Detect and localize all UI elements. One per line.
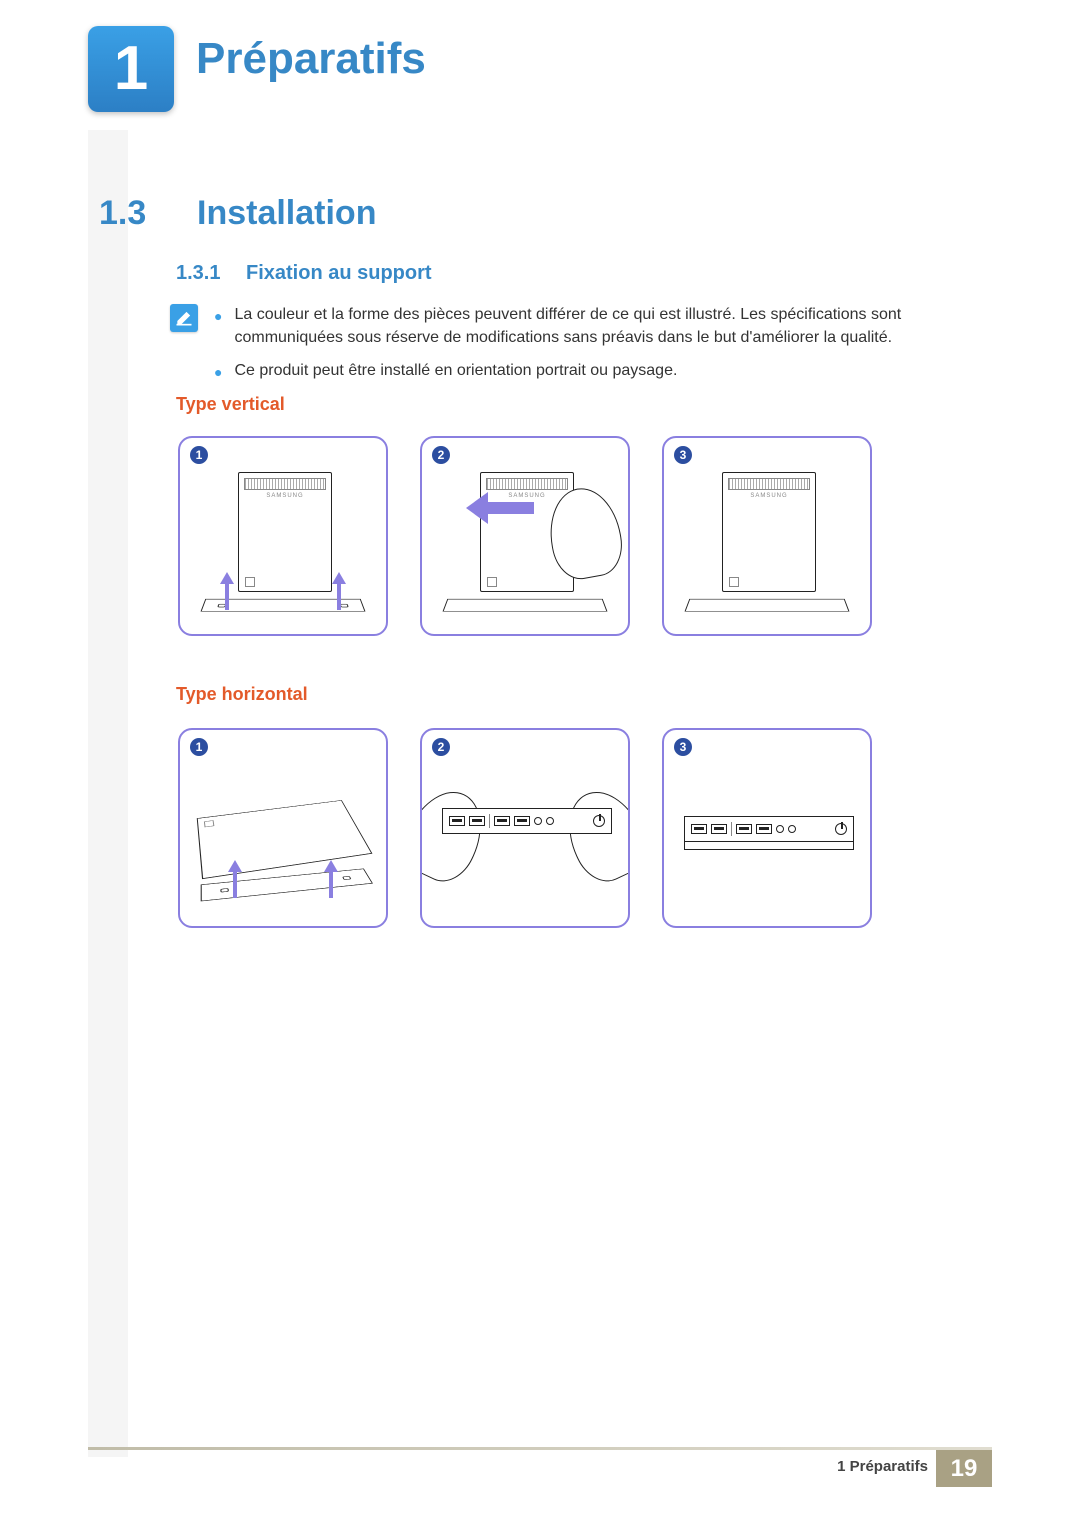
note-bullet: ● La couleur et la forme des pièces peuv… (214, 303, 990, 349)
section-title: Installation (197, 194, 376, 233)
chapter-number: 1 (114, 38, 148, 100)
figure-panel: 2 SAMSUNG (420, 436, 630, 636)
audio-jack-icon (776, 825, 784, 833)
note-bullet-text: Ce produit peut être installé en orienta… (234, 359, 677, 382)
panel-number-badge: 2 (432, 738, 450, 756)
section-number: 1.3 (99, 194, 146, 233)
power-button-icon (835, 823, 847, 835)
figure-row-vertical: 1 SAMSUNG 2 SAMSUNG (178, 436, 878, 636)
note-bullet: ● Ce produit peut être installé en orien… (214, 359, 990, 382)
chapter-tab: 1 (88, 26, 174, 112)
side-strip (88, 130, 128, 1457)
bullet-dot-icon: ● (214, 303, 222, 349)
usb-port-icon (494, 816, 510, 826)
page-footer: 1 Préparatifs 19 (88, 1447, 992, 1487)
device-front-panel (684, 816, 854, 842)
chapter-title: Préparatifs (196, 34, 426, 84)
note-bullet-text: La couleur et la forme des pièces peuven… (234, 303, 990, 349)
figure-illustration: SAMSUNG (180, 438, 386, 634)
panel-number-badge: 3 (674, 738, 692, 756)
audio-jack-icon (788, 825, 796, 833)
base-edge (684, 842, 854, 850)
figure-panel: 1 SAMSUNG (178, 436, 388, 636)
arrow-up-icon (332, 572, 346, 612)
figure-group-label-vertical: Type vertical (176, 394, 285, 415)
arrow-up-icon (324, 860, 338, 900)
bullet-dot-icon: ● (214, 359, 222, 382)
figure-group-label-horizontal: Type horizontal (176, 684, 308, 705)
hand-icon (554, 779, 630, 890)
usb-port-icon (756, 824, 772, 834)
device-front-panel (442, 808, 612, 834)
manual-page: 1 Préparatifs 1.3 Installation 1.3.1 Fix… (0, 0, 1080, 1527)
figure-panel: 1 (178, 728, 388, 928)
power-button-icon (593, 815, 605, 827)
arrow-up-icon (228, 860, 242, 900)
usb-port-icon (711, 824, 727, 834)
usb-port-icon (469, 816, 485, 826)
figure-row-horizontal: 1 2 (178, 728, 878, 928)
figure-panel: 3 (662, 728, 872, 928)
footer-page-number: 19 (936, 1450, 992, 1487)
hand-icon (420, 779, 496, 890)
arrow-up-icon (220, 572, 234, 612)
figure-illustration: SAMSUNG (664, 438, 870, 634)
usb-port-icon (449, 816, 465, 826)
footer-divider (88, 1447, 992, 1450)
usb-port-icon (514, 816, 530, 826)
arrow-left-icon (466, 498, 536, 518)
audio-jack-icon (546, 817, 554, 825)
audio-jack-icon (534, 817, 542, 825)
footer-breadcrumb: 1 Préparatifs (837, 1458, 928, 1475)
note-bullet-list: ● La couleur et la forme des pièces peuv… (214, 303, 990, 393)
figure-panel: 2 (420, 728, 630, 928)
usb-port-icon (736, 824, 752, 834)
pencil-note-icon (170, 304, 198, 332)
figure-panel: 3 SAMSUNG (662, 436, 872, 636)
subsection-title: Fixation au support (246, 262, 432, 285)
figure-illustration: SAMSUNG (422, 438, 628, 634)
usb-port-icon (691, 824, 707, 834)
subsection-number: 1.3.1 (176, 262, 220, 285)
panel-number-badge: 1 (190, 738, 208, 756)
